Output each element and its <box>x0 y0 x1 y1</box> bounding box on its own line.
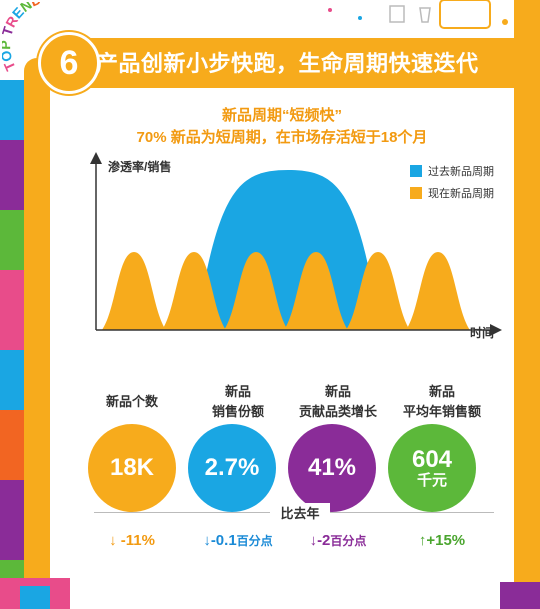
stat-circle-avg-sales: 604 千元 <box>388 424 476 512</box>
y-axis-label: 渗透率/销售 <box>108 160 172 174</box>
left-frame <box>24 58 50 609</box>
past-cycle-area <box>196 170 380 330</box>
stat-circle-sales-share: 2.7% <box>188 424 276 512</box>
present-cycle-areas <box>102 252 470 330</box>
bottom-decoration <box>0 578 540 609</box>
legend-item-present: 现在新品周期 <box>410 182 494 204</box>
present-cycle-hump-1 <box>102 252 166 330</box>
header-bar <box>40 38 540 88</box>
stat-label-new-product-count: 新品个数 <box>105 394 158 409</box>
change-avg-sales: ↑+15% <box>418 532 466 549</box>
subtitle-line-2: 70% 新品为短周期，在市场存活短于18个月 <box>136 129 428 146</box>
change-new-product-count: ↓ -11% <box>109 532 155 549</box>
right-frame <box>514 0 540 609</box>
shopping-illustration <box>328 0 508 29</box>
stat-label-category-growth: 新品 贡献品类增长 <box>298 384 377 419</box>
trend-number: 6 <box>38 32 100 94</box>
lifecycle-chart <box>90 152 502 336</box>
change-category-growth: ↓-2百分点 <box>309 532 367 549</box>
subtitle-line-1: 新品周期“短频快” <box>221 107 342 124</box>
legend-item-past: 过去新品周期 <box>410 160 494 182</box>
change-sales-share: ↓-0.1百分点 <box>203 532 273 549</box>
present-cycle-hump-4 <box>284 252 348 330</box>
compare-label: 比去年 <box>270 503 330 522</box>
stat-circle-new-product-count: 18K <box>88 424 176 512</box>
stat-circle-category-growth: 41% <box>288 424 376 512</box>
legend-label-present: 现在新品周期 <box>428 188 494 200</box>
x-axis-label: 时间 <box>470 326 495 340</box>
present-cycle-hump-3 <box>224 252 288 330</box>
present-cycle-hump-5 <box>346 252 410 330</box>
legend-swatch-present <box>410 187 422 199</box>
legend-swatch-past <box>410 165 422 177</box>
present-cycle-hump-6 <box>406 252 470 330</box>
stat-label-sales-share: 新品 销售份额 <box>211 384 264 419</box>
stat-label-avg-sales: 新品 平均年销售额 <box>402 384 481 419</box>
page-title: 产品创新小步快跑，生命周期快速迭代 <box>96 51 479 76</box>
chart-legend: 过去新品周期 现在新品周期 <box>410 160 494 204</box>
present-cycle-hump-2 <box>162 252 226 330</box>
top-trend-badge-text: TOP TREND <box>2 2 43 73</box>
legend-label-past: 过去新品周期 <box>428 166 494 178</box>
